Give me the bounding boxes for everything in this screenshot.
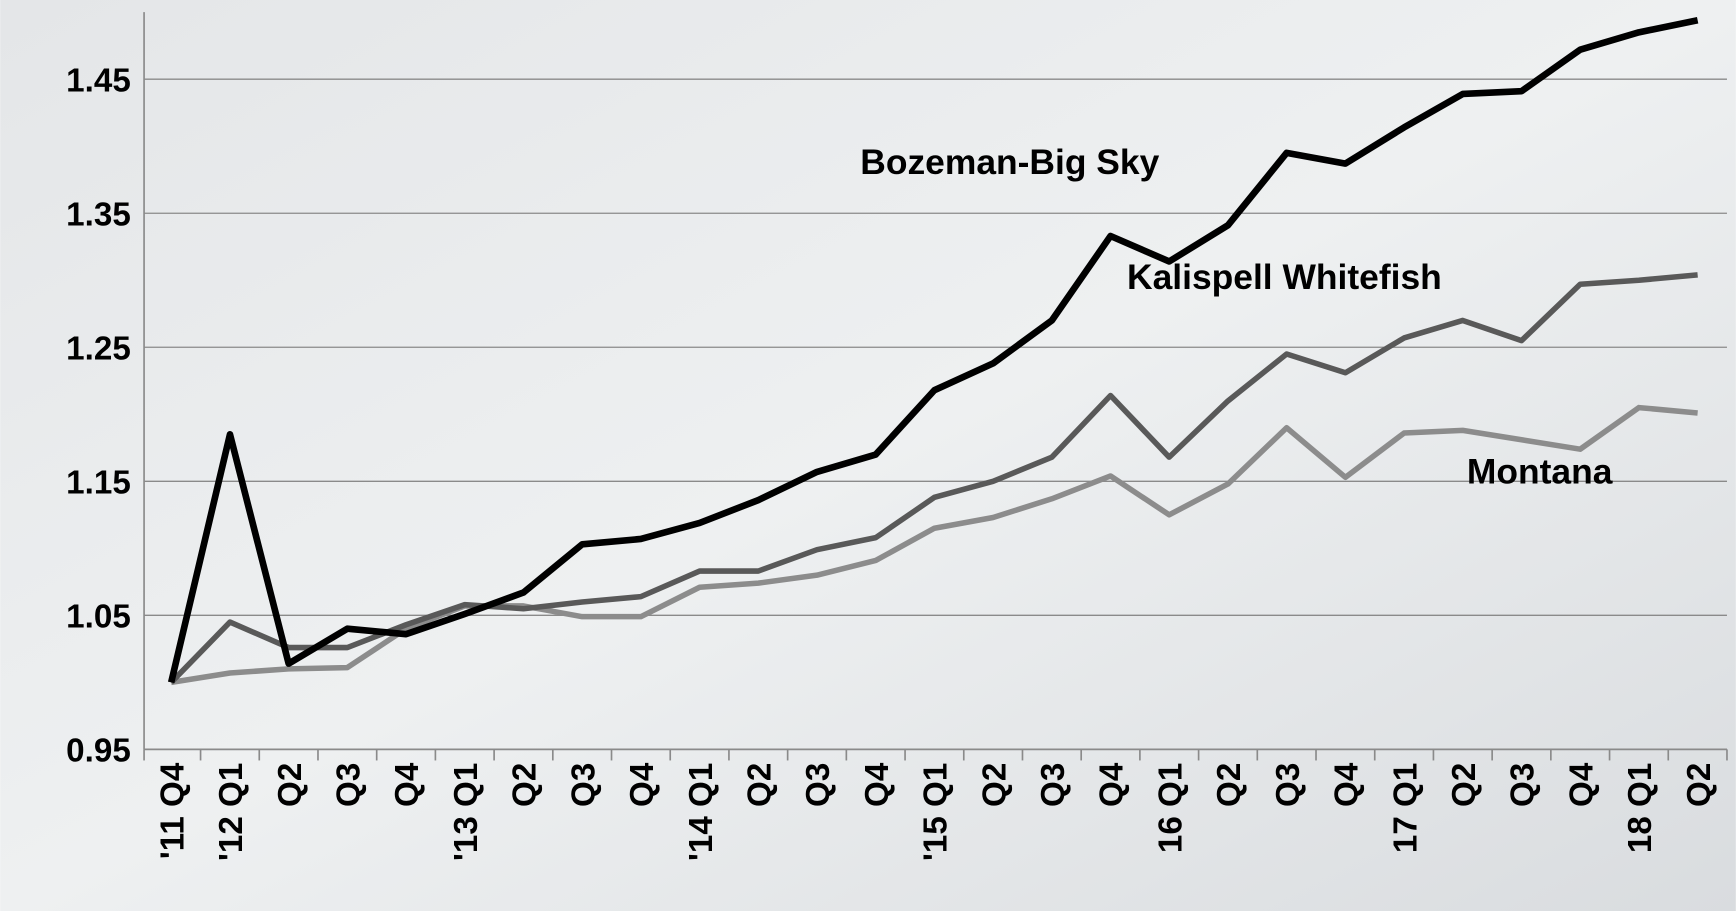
x-tick-label: Q4 bbox=[859, 762, 896, 807]
x-tick-label: Q4 bbox=[624, 762, 661, 807]
x-tick-label: Q2 bbox=[741, 763, 778, 807]
page: {"chart_data": {"type": "line", "categor… bbox=[0, 0, 1736, 911]
x-tick-label: Q2 bbox=[1681, 763, 1718, 807]
x-tick-label: Q2 bbox=[507, 763, 544, 807]
x-tick-label: Q4 bbox=[1094, 762, 1131, 807]
y-tick-label: 1.35 bbox=[66, 196, 131, 233]
x-tick-label: Q2 bbox=[976, 763, 1013, 807]
y-tick-label: 1.15 bbox=[66, 464, 131, 501]
x-tick-label: Q4 bbox=[389, 762, 426, 807]
x-tick-label: '12 Q1 bbox=[213, 763, 250, 861]
y-tick-label: 1.05 bbox=[66, 599, 131, 636]
x-tick-label: Q3 bbox=[565, 763, 602, 807]
x-tick-label: 18 Q1 bbox=[1622, 763, 1659, 853]
x-tick-label: '14 Q1 bbox=[683, 763, 720, 861]
x-tick-label: Q2 bbox=[1446, 763, 1483, 807]
x-tick-label: '13 Q1 bbox=[448, 763, 485, 861]
chart: 0.95 1.05 1.15 1.25 1.35 1.45 '11 Q4 '12 Q1 Q2 Q3… bbox=[0, 0, 1736, 911]
x-tick-label: Q3 bbox=[1505, 763, 1542, 807]
x-tick-label: Q3 bbox=[1035, 763, 1072, 807]
series-label: Montana bbox=[1467, 452, 1613, 492]
series-label: Bozeman-Big Sky bbox=[860, 142, 1159, 182]
x-tick-label: '15 Q1 bbox=[918, 763, 955, 861]
y-tick-label: 0.95 bbox=[66, 733, 131, 770]
x-tick-label: Q3 bbox=[1270, 763, 1307, 807]
x-tick-label: Q3 bbox=[800, 763, 837, 807]
x-tick-label: Q2 bbox=[272, 763, 309, 807]
y-tick-label: 1.45 bbox=[66, 62, 131, 99]
x-tick-label: Q3 bbox=[331, 763, 368, 807]
x-tick-label: '11 Q4 bbox=[154, 762, 191, 859]
x-tick-label: 17 Q1 bbox=[1387, 763, 1424, 853]
x-tick-label: Q2 bbox=[1211, 763, 1248, 807]
x-tick-label: 16 Q1 bbox=[1152, 763, 1189, 853]
x-tick-label: Q4 bbox=[1329, 762, 1366, 807]
x-tick-label: Q4 bbox=[1563, 762, 1600, 807]
series-label: Kalispell Whitefish bbox=[1127, 257, 1442, 297]
y-tick-label: 1.25 bbox=[66, 330, 131, 367]
